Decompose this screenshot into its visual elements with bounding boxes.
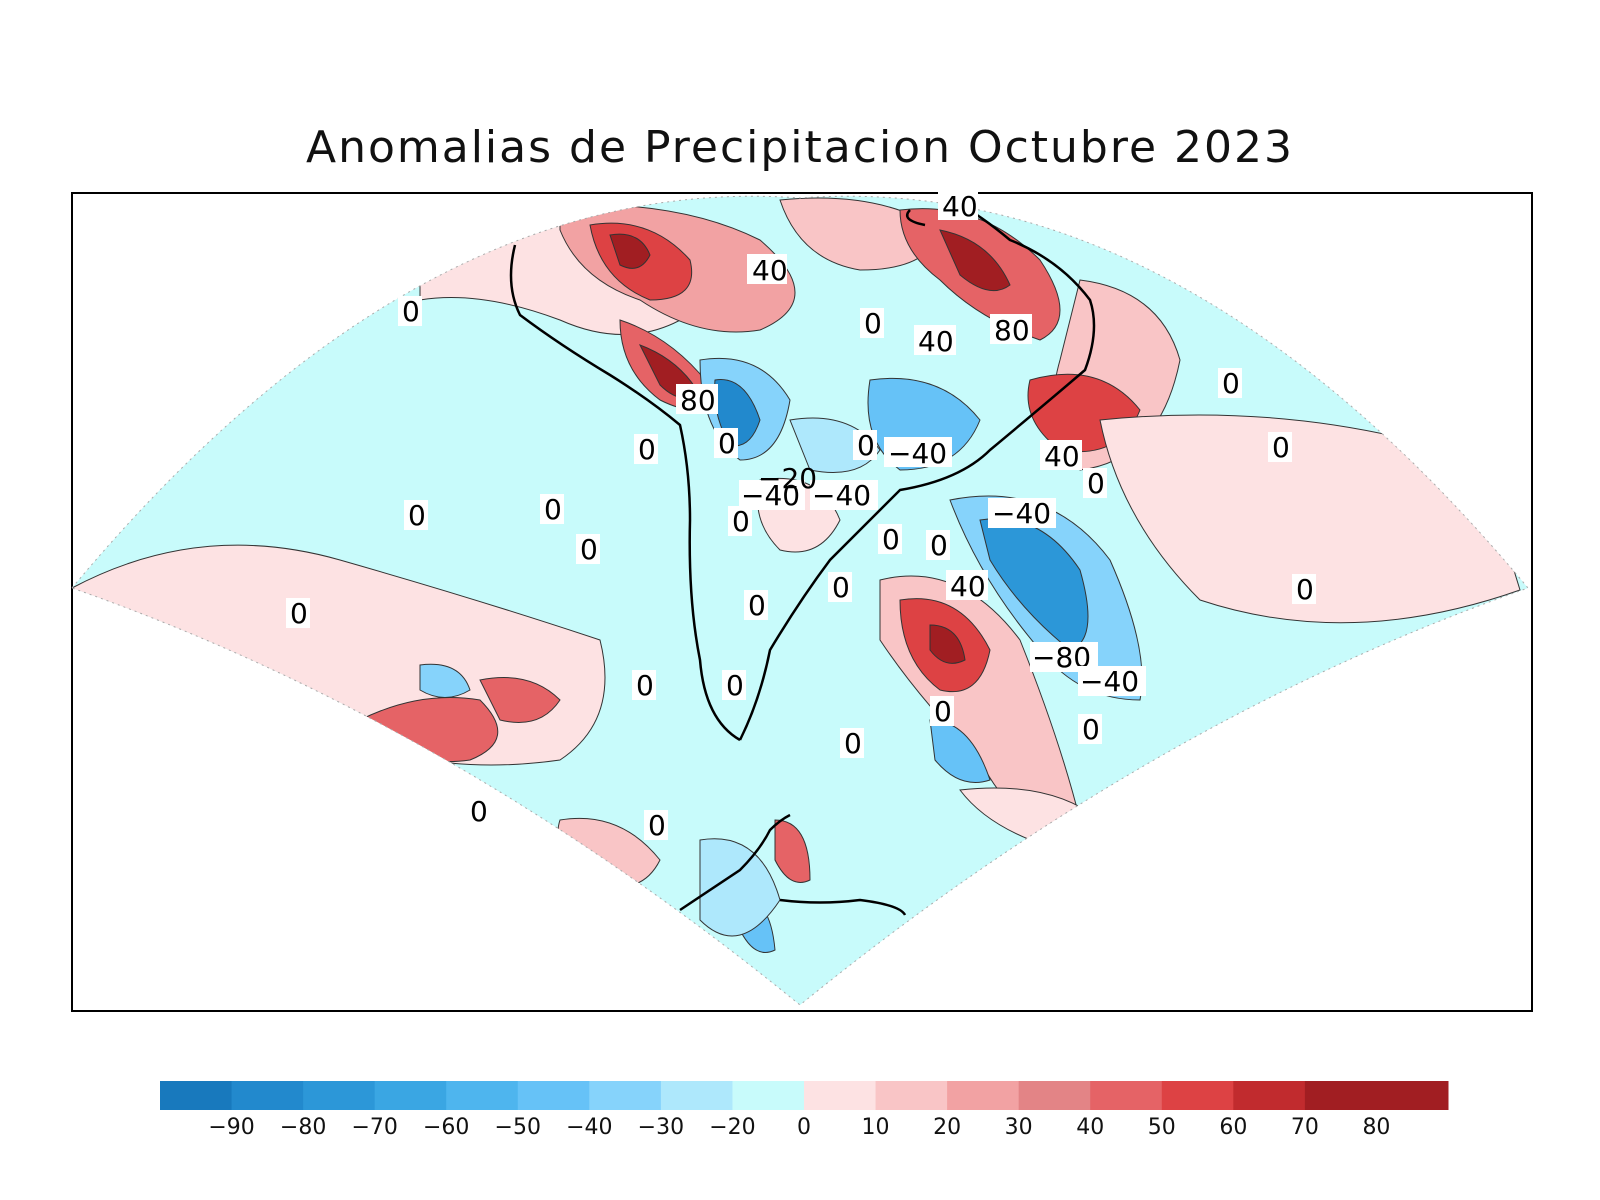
colorbar-tick-label: −80 [280,1115,326,1140]
contour-label: −40 [812,479,871,512]
colorbar-tick-label: 30 [1005,1115,1033,1140]
contour-label: 0 [718,427,736,460]
colorbar-segment [1233,1081,1306,1110]
contour-label: 0 [638,433,656,466]
contour-label: −20 [758,462,817,495]
contour-label: 0 [1272,431,1290,464]
contour-label: 80 [680,384,716,417]
coastlines [509,203,1096,916]
colorbar-segment [589,1081,662,1110]
colorbar-segment [732,1081,805,1110]
contour-label: 0 [726,669,744,702]
contour-label: 0 [408,499,426,532]
colorbar-segment [804,1081,877,1110]
contour-label: 0 [934,695,952,728]
colorbar-segment [446,1081,519,1110]
colorbar-segment [875,1081,948,1110]
colorbar-segment [517,1081,590,1110]
contour-label: 40 [1044,440,1080,473]
contour-label: 0 [732,505,750,538]
colorbar-segment [947,1081,1020,1110]
contour-label: 0 [857,429,875,462]
colorbar-ticks: −90 −80 −70 −60 −50 −40 −30 −20 0 10 20 30 40 50 60 70 8… [208,1115,1390,1140]
contour-label: 0 [882,523,900,556]
colorbar-segment [231,1081,304,1110]
colorbar-segment [303,1081,376,1110]
contour-label: 0 [930,529,948,562]
contour-label: −40 [1080,665,1139,698]
contour-label: 0 [648,809,666,842]
colorbar-tick-label: −90 [208,1115,254,1140]
colorbar-segment [1090,1081,1163,1110]
colorbar-tick-label: 20 [933,1115,961,1140]
colorbar-segment [1304,1081,1377,1110]
colorbar-segment [1376,1081,1449,1110]
contour-label: 0 [1087,467,1105,500]
contour-label: 0 [636,669,654,702]
contour-label: 0 [1082,713,1100,746]
contour-label: 0 [470,795,488,828]
contour-label: 40 [950,570,986,603]
colorbar-segment [1018,1081,1091,1110]
contour-label: 0 [832,571,850,604]
contour-label: 0 [402,295,420,328]
contour-label: 40 [752,254,788,287]
colorbar-tick-label: −60 [423,1115,469,1140]
colorbar-tick-label: 60 [1219,1115,1247,1140]
colorbar-tick-label: 70 [1291,1115,1319,1140]
contour-label: 40 [942,190,978,223]
contour-labels: 40 40 0 40 80 0 80 0 0 0 −40 40 0 −40 −4… [286,190,1316,842]
colorbar-tick-label: 10 [862,1115,890,1140]
contour-label: 0 [748,589,766,622]
colorbar-segment [374,1081,447,1110]
colorbar-tick-label: 0 [797,1115,811,1140]
page-title: Anomalias de Precipitacion Octubre 2023 [305,122,1295,173]
contour-label: 0 [844,727,862,760]
contour-label: −40 [992,497,1051,530]
contour-label: 0 [544,493,562,526]
contour-label: 0 [1222,367,1240,400]
contour-label: 0 [1296,573,1314,606]
contour-label: 40 [918,325,954,358]
projection-outline [71,195,1529,1006]
colorbar-tick-label: −30 [638,1115,684,1140]
contour-label: 0 [864,307,882,340]
contour-label: 80 [994,314,1030,347]
colorbar-tick-label: 50 [1148,1115,1176,1140]
colorbar [160,1081,1449,1110]
contour-label: 0 [580,533,598,566]
colorbar-tick-label: −20 [709,1115,755,1140]
colorbar-tick-label: −40 [566,1115,612,1140]
contour-label: −40 [888,437,947,470]
colorbar-tick-label: 40 [1076,1115,1104,1140]
colorbar-segment [160,1081,233,1110]
colorbar-segment [1161,1081,1234,1110]
colorbar-tick-label: −70 [351,1115,397,1140]
contour-label: 0 [290,597,308,630]
colorbar-tick-label: 80 [1362,1115,1390,1140]
colorbar-segment [660,1081,733,1110]
colorbar-tick-label: −50 [495,1115,541,1140]
